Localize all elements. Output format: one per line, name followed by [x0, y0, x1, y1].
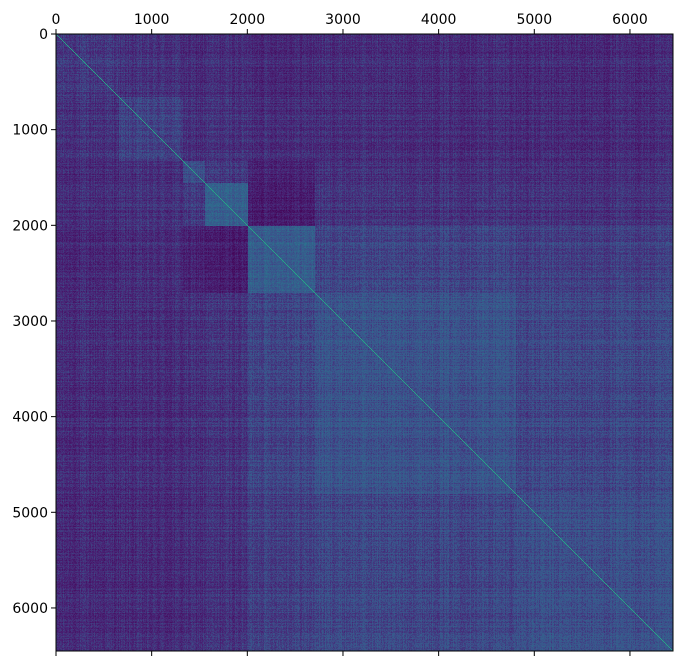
y-axis-ticks: 0 1000 2000 3000 4000 5000 6000: [12, 27, 56, 617]
y-tick-label: 3000: [12, 314, 48, 330]
x-tick-label: 4000: [421, 12, 457, 28]
x-tick-label: 5000: [516, 12, 552, 28]
y-tick-label: 5000: [12, 505, 48, 521]
x-tick-label: 1000: [134, 12, 170, 28]
y-tick-label: 4000: [12, 410, 48, 426]
y-tick-label: 1000: [12, 123, 48, 139]
x-axis-ticks: 0 1000 2000 3000 4000 5000 6000: [52, 12, 648, 656]
x-tick-label: 0: [52, 12, 61, 28]
x-tick-label: 3000: [325, 12, 361, 28]
heatmap-plot-area: [56, 34, 673, 651]
y-tick-label: 2000: [12, 218, 48, 234]
plot-frame: [55, 33, 674, 652]
x-tick-label: 6000: [612, 12, 648, 28]
x-tick-label: 2000: [229, 12, 265, 28]
y-tick-label: 0: [39, 27, 48, 43]
y-tick-label: 6000: [12, 601, 48, 617]
